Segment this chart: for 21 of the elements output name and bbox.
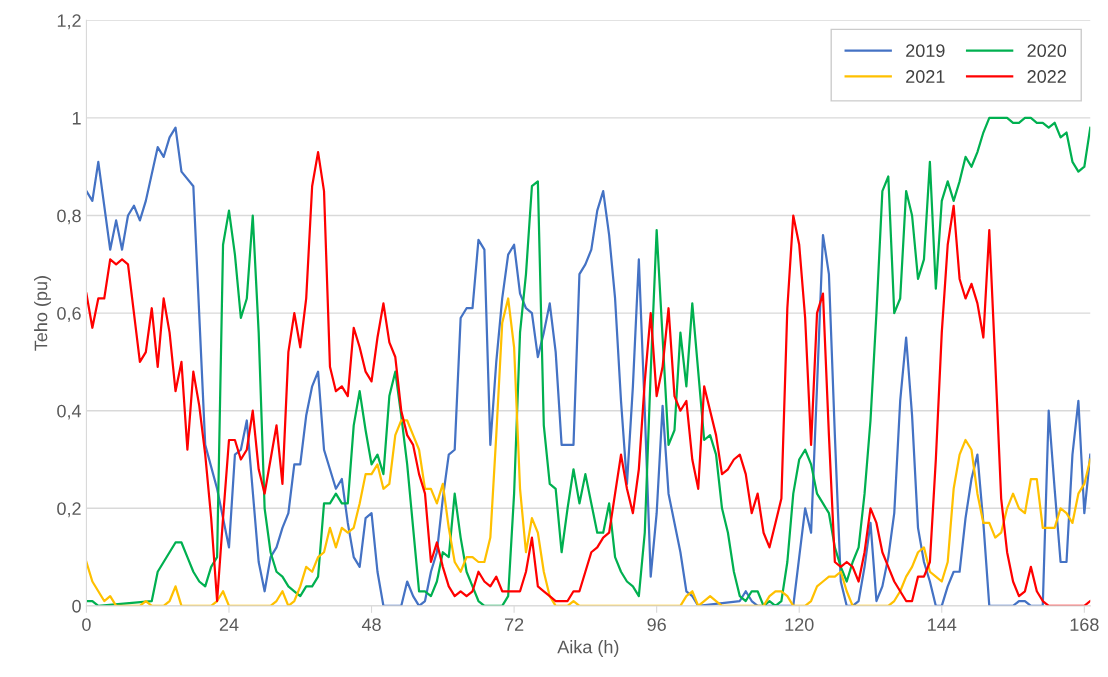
y-tick-label: 0: [72, 599, 81, 613]
x-tick-label: 0: [82, 618, 91, 631]
y-tick-label: 1: [72, 112, 81, 125]
x-tick-label: 120: [785, 618, 814, 631]
x-axis-title: Aika (h): [557, 640, 619, 657]
x-tick-label: 96: [647, 618, 666, 631]
x-tick-label: 168: [1070, 618, 1099, 631]
y-axis-title: Teho (pu): [34, 276, 51, 351]
legend-label: 2019: [906, 44, 945, 58]
x-tick-label: 72: [504, 618, 524, 631]
x-tick-label: 24: [219, 618, 239, 631]
legend-label: 2022: [1027, 70, 1066, 83]
legend-label: 2020: [1027, 44, 1067, 58]
y-tick-label: 1,2: [57, 14, 81, 30]
y-tick-label: 0,4: [57, 404, 82, 420]
y-tick-label: 0,8: [57, 209, 81, 225]
y-tick-label: 0,6: [57, 307, 81, 322]
x-tick-label: 48: [361, 618, 381, 631]
y-tick-label: 0,2: [57, 502, 81, 518]
legend-label: 2021: [906, 70, 945, 83]
x-tick-label: 144: [928, 618, 957, 631]
